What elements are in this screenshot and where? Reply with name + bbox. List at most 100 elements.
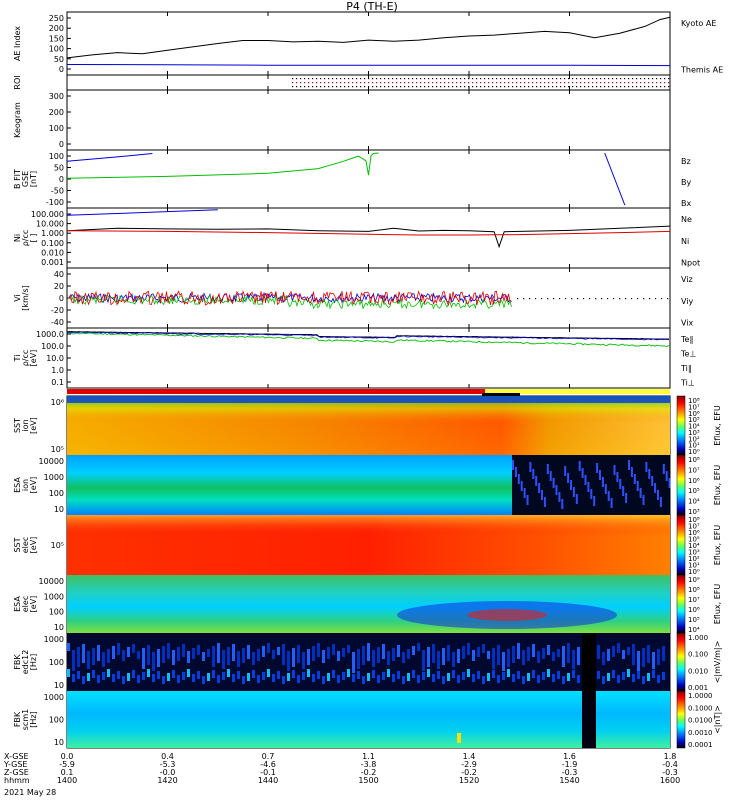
roi-dot [524,78,526,80]
roi-dot [640,82,642,84]
fbk-e-stripe [427,669,430,677]
roi-dot [604,86,606,88]
roi-dot [388,82,390,84]
colorbar-tick-label: 10⁷ [688,466,700,474]
legend-entry: Themis AE [680,66,723,75]
y-axis-label-ni: Ni [13,234,22,242]
colorbar-tick-label: 0.0001 [688,741,713,749]
y-axis-label-fbk-b: [Hz] [29,711,38,727]
roi-dot [512,82,514,84]
roi-dot [428,82,430,84]
roi-dot [644,78,646,80]
roi-dot [336,86,338,88]
fbk-e-stripe [82,644,85,663]
roi-dot [608,82,610,84]
vi-dot [547,298,549,300]
roi-dot [340,82,342,84]
roi-dot [616,82,618,84]
fbk-e-stripe [612,646,615,657]
footer-value: 0.7 [262,752,275,761]
fbk-e-stripe [502,672,505,680]
roi-dot [632,78,634,80]
fbk-e-stripe [317,671,320,679]
fbk-e-stripe [552,652,555,661]
roi-dot [388,86,390,88]
roi-dot [476,86,478,88]
y-tick-label: 300 [49,92,64,101]
roi-dot [564,86,566,88]
fbk-e-stripe [377,675,380,683]
fbk-e-stripe [577,647,580,665]
roi-dot [324,78,326,80]
roi-dot [568,78,570,80]
fbk-e-stripe [607,673,610,681]
roi-dot [468,78,470,80]
roi-dot [508,86,510,88]
roi-dot [608,78,610,80]
y-axis-label-vi: [km/s] [21,285,30,311]
vi-dot [625,298,627,300]
roi-dot [356,86,358,88]
roi-dot [476,82,478,84]
fbk-e-stripe [282,676,285,684]
roi-dot [496,78,498,80]
fbk-e-stripe [657,649,660,665]
roi-dot [492,86,494,88]
roi-dot [432,78,434,80]
series-ni-ni [66,225,671,249]
y-tick-label: 50 [54,164,64,173]
colorbar-tick-label: 10⁴ [688,626,700,634]
fbk-e-stripe [217,643,220,663]
fbk-e-stripe [77,647,80,667]
fbk-e-stripe [102,672,105,680]
y-axis-label-fbk-e: [Hz] [29,654,38,670]
roi-dot [464,86,466,88]
y-tick-label: 0 [59,175,64,184]
fbk-e-stripe [397,671,400,679]
esa-ion-noise [535,476,538,486]
fbk-e-stripe [477,671,480,679]
roi-dot [296,78,298,80]
roi-dot [648,82,650,84]
esa-ion-noise [587,482,590,492]
footer-value: 1440 [258,776,278,785]
y-tick-label: 10 [54,738,64,747]
fbk-e-stripe [487,651,490,659]
legend-entry: By [681,178,691,187]
roi-dot [456,86,458,88]
y-tick-label: 100 [49,124,64,133]
roi-dot [408,78,410,80]
roi-dot [432,86,434,88]
roi-dot [624,78,626,80]
roi-dot [580,86,582,88]
roi-dot [376,82,378,84]
series-bfit-bx [604,152,626,206]
colorbar-tick-label: 10¹ [688,442,700,450]
fbk-e-stripe [232,674,235,682]
roi-dot [456,78,458,80]
y-tick-label: 1000 [44,592,64,601]
colorbar-tick-label: 10⁶ [688,606,700,614]
roi-dot [472,86,474,88]
colorbar-tick-label: 0.1000 [688,704,713,712]
footer-value: 1500 [358,776,378,785]
roi-dot [324,86,326,88]
fbk-e-stripe [377,647,380,663]
y-tick-label: 200 [49,108,64,117]
fbk-e-stripe [422,672,425,680]
fbk-e-stripe [262,672,265,680]
fbk-e-stripe [637,671,640,679]
fbk-e-stripe [142,648,145,669]
roi-dot [532,86,534,88]
fbk-e-stripe [117,643,120,655]
vi-dot [529,298,531,300]
roi-dot [364,78,366,80]
roi-dot [448,86,450,88]
roi-dot [392,86,394,88]
footer-value: 0.4 [161,752,174,761]
fbk-e-stripe [447,673,450,681]
fbk-e-stripe [227,647,230,665]
roi-dot [576,78,578,80]
esa-ion-noise [599,470,601,480]
fbk-e-stripe [627,669,630,677]
